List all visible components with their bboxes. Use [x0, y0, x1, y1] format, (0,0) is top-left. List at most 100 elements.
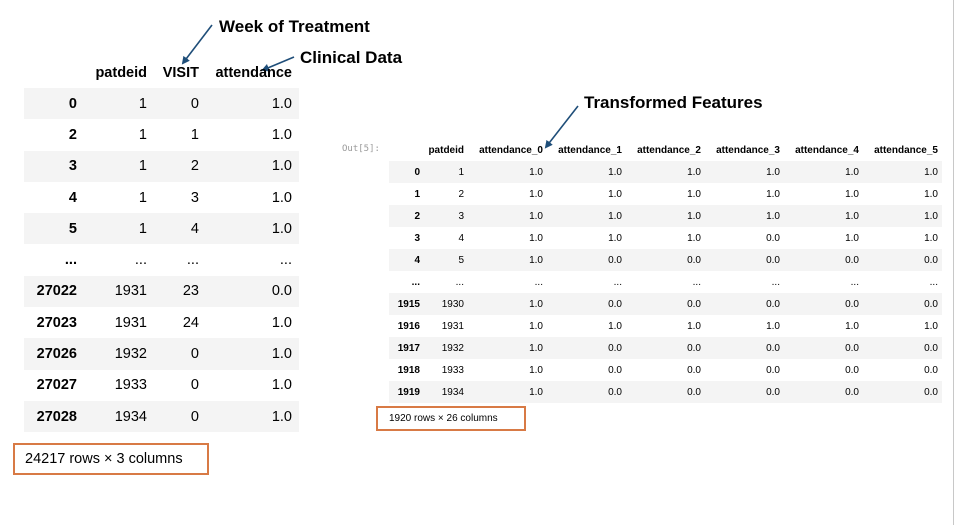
row-index-cell: 1917: [397, 342, 420, 354]
table-cell: 1930: [441, 298, 464, 310]
table-cell: 3: [458, 210, 464, 222]
table-cell: ...: [850, 276, 859, 288]
column-header-attendance-1: attendance_1: [558, 144, 622, 156]
table-cell: 1.0: [608, 320, 622, 332]
table-cell: 1.0: [529, 320, 543, 332]
table-cell: 1.0: [608, 188, 622, 200]
table-cell: 1.0: [271, 158, 292, 175]
table-row: 4 1 3 1.0: [24, 182, 299, 213]
table-row: 5 1 4 1.0: [24, 213, 299, 245]
table-cell: 1.0: [529, 232, 543, 244]
table-cell: 4: [190, 220, 199, 237]
table-row: 27022 1931 23 0.0: [24, 275, 299, 308]
table-cell: 3: [190, 189, 199, 206]
table-cell: 1.0: [608, 232, 622, 244]
table-cell: 1.0: [924, 166, 938, 178]
column-header-attendance-5: attendance_5: [874, 144, 938, 156]
table-cell: 0: [190, 95, 199, 112]
table-cell: 1.0: [271, 346, 292, 363]
table-cell: 0.0: [766, 364, 780, 376]
row-index-cell: 27026: [36, 346, 77, 363]
table-cell: 1.0: [529, 386, 543, 398]
table-cell: 0.0: [845, 254, 859, 266]
table-row: 27023 1931 24 1.0: [24, 307, 299, 338]
row-index-cell: 4: [68, 189, 77, 206]
table-cell: 1.0: [271, 377, 292, 394]
table-cell: 1: [138, 126, 147, 143]
table-cell: 1.0: [529, 210, 543, 222]
table-cell: ...: [134, 252, 147, 269]
table-row: 1918 1933 1.0 0.0 0.0 0.0 0.0 0.0: [389, 359, 942, 381]
table-cell: 1: [138, 189, 147, 206]
row-index-cell: ...: [64, 252, 77, 269]
table-cell: 0.0: [687, 364, 701, 376]
output-prompt: Out[5]:: [342, 144, 380, 154]
table-row: 1915 1930 1.0 0.0 0.0 0.0 0.0 0.0: [389, 293, 942, 315]
table-cell: 2: [190, 158, 199, 175]
column-header-visit: VISIT: [162, 65, 199, 81]
table-cell: 1.0: [608, 166, 622, 178]
transformed-features-summary: 1920 rows × 26 columns: [376, 406, 526, 431]
table-cell: 0.0: [845, 298, 859, 310]
row-index-cell: 2: [68, 126, 77, 143]
table-cell: 1.0: [687, 210, 701, 222]
table-cell: ...: [929, 276, 938, 288]
table-cell: 1.0: [766, 166, 780, 178]
table-cell: 1.0: [845, 188, 859, 200]
table-cell: ...: [455, 276, 464, 288]
table-cell: 0.0: [608, 364, 622, 376]
table-row: 27028 1934 0 1.0: [24, 400, 299, 433]
table-row: 27026 1932 0 1.0: [24, 338, 299, 370]
table-cell: 1.0: [687, 166, 701, 178]
table-row: 2 3 1.0 1.0 1.0 1.0 1.0 1.0: [389, 205, 942, 227]
annotation-week-of-treatment: Week of Treatment: [219, 17, 370, 36]
row-index-cell: 3: [414, 232, 420, 244]
table-cell: 1: [458, 166, 464, 178]
row-index-cell: 0: [414, 166, 420, 178]
row-index-cell: 1: [414, 188, 420, 200]
table-cell: 0.0: [608, 386, 622, 398]
annotation-clinical-data: Clinical Data: [300, 48, 403, 67]
table-cell: 1931: [114, 283, 147, 300]
table-cell: 1.0: [766, 188, 780, 200]
table-cell: 1.0: [529, 298, 543, 310]
table-cell: 1.0: [845, 210, 859, 222]
table-cell: ...: [692, 276, 701, 288]
column-header-attendance: attendance: [215, 65, 292, 81]
table-cell: 1934: [114, 408, 147, 425]
table-row: 1 2 1.0 1.0 1.0 1.0 1.0 1.0: [389, 183, 942, 205]
transformed-features-table: patdeid attendance_0 attendance_1 attend…: [389, 139, 942, 403]
table-row: 1919 1934 1.0 0.0 0.0 0.0 0.0 0.0: [389, 381, 942, 403]
table-row: ............: [24, 244, 299, 275]
column-header-attendance-2: attendance_2: [637, 144, 701, 156]
row-index-cell: 27028: [36, 408, 77, 425]
table-row: 1916 1931 1.0 1.0 1.0 1.0 1.0 1.0: [389, 315, 942, 337]
table-cell: 0.0: [766, 386, 780, 398]
column-header-attendance-4: attendance_4: [795, 144, 859, 156]
table-cell: 1932: [441, 342, 464, 354]
row-index-cell: 5: [68, 220, 77, 237]
table-cell: 1.0: [271, 189, 292, 206]
table-cell: 0.0: [687, 386, 701, 398]
table-cell: 1.0: [529, 342, 543, 354]
table-cell: 1.0: [766, 320, 780, 332]
table-cell: 2: [458, 188, 464, 200]
table-cell: ...: [771, 276, 780, 288]
row-index-cell: 27022: [36, 283, 77, 300]
table-cell: 1.0: [687, 188, 701, 200]
table-row: 2 1 1 1.0: [24, 119, 299, 150]
table-row: 4 5 1.0 0.0 0.0 0.0 0.0 0.0: [389, 249, 942, 271]
table-cell: 0.0: [924, 298, 938, 310]
table-cell: 0.0: [608, 298, 622, 310]
table-cell: 0: [190, 408, 199, 425]
row-index-cell: 1916: [397, 320, 420, 332]
table-cell: 1.0: [845, 320, 859, 332]
table-cell: 1.0: [924, 188, 938, 200]
table-cell: ...: [613, 276, 622, 288]
table-cell: 0: [190, 377, 199, 394]
table-row: 0 1 1.0 1.0 1.0 1.0 1.0 1.0: [389, 161, 942, 183]
table-cell: 0.0: [766, 232, 780, 244]
row-index-cell: 27027: [36, 377, 77, 394]
table-cell: 1933: [441, 364, 464, 376]
table-cell: 0.0: [608, 254, 622, 266]
